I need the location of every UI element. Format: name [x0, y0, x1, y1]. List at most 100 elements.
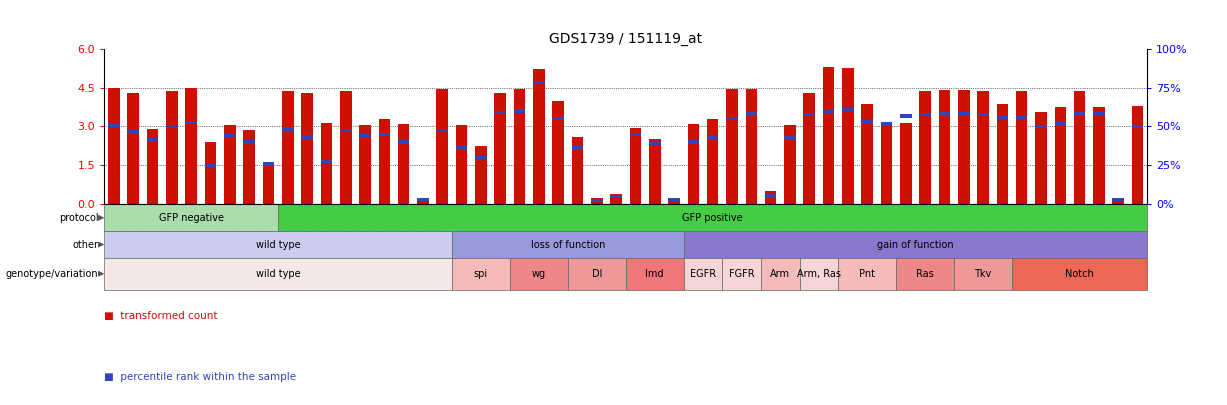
Bar — [417, 198, 428, 205]
Bar — [1054, 107, 1066, 205]
Bar — [510, 258, 568, 290]
Bar — [707, 135, 719, 139]
Bar — [475, 156, 487, 159]
Bar — [669, 198, 680, 205]
Bar — [398, 141, 410, 144]
Bar — [185, 87, 198, 205]
Bar — [764, 194, 777, 197]
Title: GDS1739 / 151119_at: GDS1739 / 151119_at — [550, 32, 702, 46]
Bar — [552, 100, 564, 205]
Bar — [572, 137, 583, 205]
Bar — [629, 132, 642, 136]
Text: gain of function: gain of function — [877, 239, 953, 249]
Bar — [437, 129, 448, 132]
Bar — [958, 90, 969, 205]
Bar — [649, 142, 660, 145]
Bar — [626, 258, 683, 290]
Bar — [800, 258, 838, 290]
Bar — [746, 89, 757, 205]
Text: Imd: Imd — [645, 269, 664, 279]
Bar — [302, 135, 313, 139]
Bar — [1054, 122, 1066, 126]
Bar — [104, 205, 279, 231]
Bar — [243, 141, 255, 144]
Bar — [1093, 112, 1104, 115]
Bar — [340, 129, 351, 132]
Bar — [108, 124, 120, 127]
Text: genotype/variation: genotype/variation — [6, 269, 98, 279]
Bar — [687, 141, 699, 144]
Bar — [514, 89, 525, 205]
Bar — [263, 162, 275, 166]
Bar — [1074, 112, 1086, 115]
Bar — [861, 119, 872, 123]
Bar — [455, 145, 467, 149]
Bar — [977, 92, 989, 205]
Bar — [360, 134, 371, 137]
Bar — [533, 81, 545, 84]
Bar — [533, 69, 545, 205]
Text: GFP positive: GFP positive — [682, 213, 744, 223]
Bar — [147, 129, 158, 205]
Bar — [166, 92, 178, 205]
Text: wild type: wild type — [255, 269, 301, 279]
Text: ■  percentile rank within the sample: ■ percentile rank within the sample — [104, 372, 297, 382]
Bar — [761, 258, 800, 290]
Bar — [104, 231, 452, 258]
Bar — [881, 124, 892, 205]
Bar — [572, 145, 583, 149]
Bar — [108, 87, 120, 205]
Bar — [340, 92, 351, 205]
Bar — [901, 115, 912, 118]
Bar — [263, 162, 275, 205]
Bar — [128, 93, 139, 205]
Text: FGFR: FGFR — [729, 269, 755, 279]
Bar — [726, 117, 737, 120]
Bar — [282, 92, 293, 205]
Bar — [784, 125, 796, 205]
Bar — [437, 89, 448, 205]
Text: Notch: Notch — [1065, 269, 1094, 279]
Text: ■  transformed count: ■ transformed count — [104, 311, 218, 321]
Bar — [452, 258, 510, 290]
Bar — [939, 112, 950, 115]
Bar — [205, 142, 216, 205]
Bar — [996, 116, 1009, 119]
Bar — [185, 121, 198, 124]
Bar — [398, 124, 410, 205]
Bar — [977, 113, 989, 117]
Bar — [475, 146, 487, 205]
Bar — [838, 258, 896, 290]
Bar — [360, 125, 371, 205]
Bar — [417, 198, 428, 201]
Bar — [764, 192, 777, 205]
Bar — [881, 122, 892, 126]
Text: EGFR: EGFR — [690, 269, 717, 279]
Bar — [494, 93, 506, 205]
Bar — [1113, 198, 1124, 201]
Bar — [1036, 112, 1047, 205]
Bar — [842, 108, 854, 111]
Bar — [1113, 198, 1124, 205]
Bar — [282, 128, 293, 131]
Bar — [379, 119, 390, 205]
Bar — [919, 113, 931, 117]
Bar — [591, 199, 602, 202]
Bar — [225, 134, 236, 137]
Text: GFP negative: GFP negative — [158, 213, 223, 223]
Bar — [919, 92, 931, 205]
Bar — [707, 119, 719, 205]
Bar — [379, 132, 390, 136]
Text: Dl: Dl — [591, 269, 602, 279]
Text: Arm: Arm — [771, 269, 790, 279]
Bar — [452, 231, 683, 258]
Bar — [955, 258, 1012, 290]
Bar — [726, 89, 737, 205]
Bar — [610, 195, 622, 198]
Text: wild type: wild type — [255, 239, 301, 249]
Bar — [128, 130, 139, 133]
Bar — [996, 104, 1009, 205]
Text: Ras: Ras — [917, 269, 934, 279]
Bar — [166, 125, 178, 128]
Bar — [225, 125, 236, 205]
